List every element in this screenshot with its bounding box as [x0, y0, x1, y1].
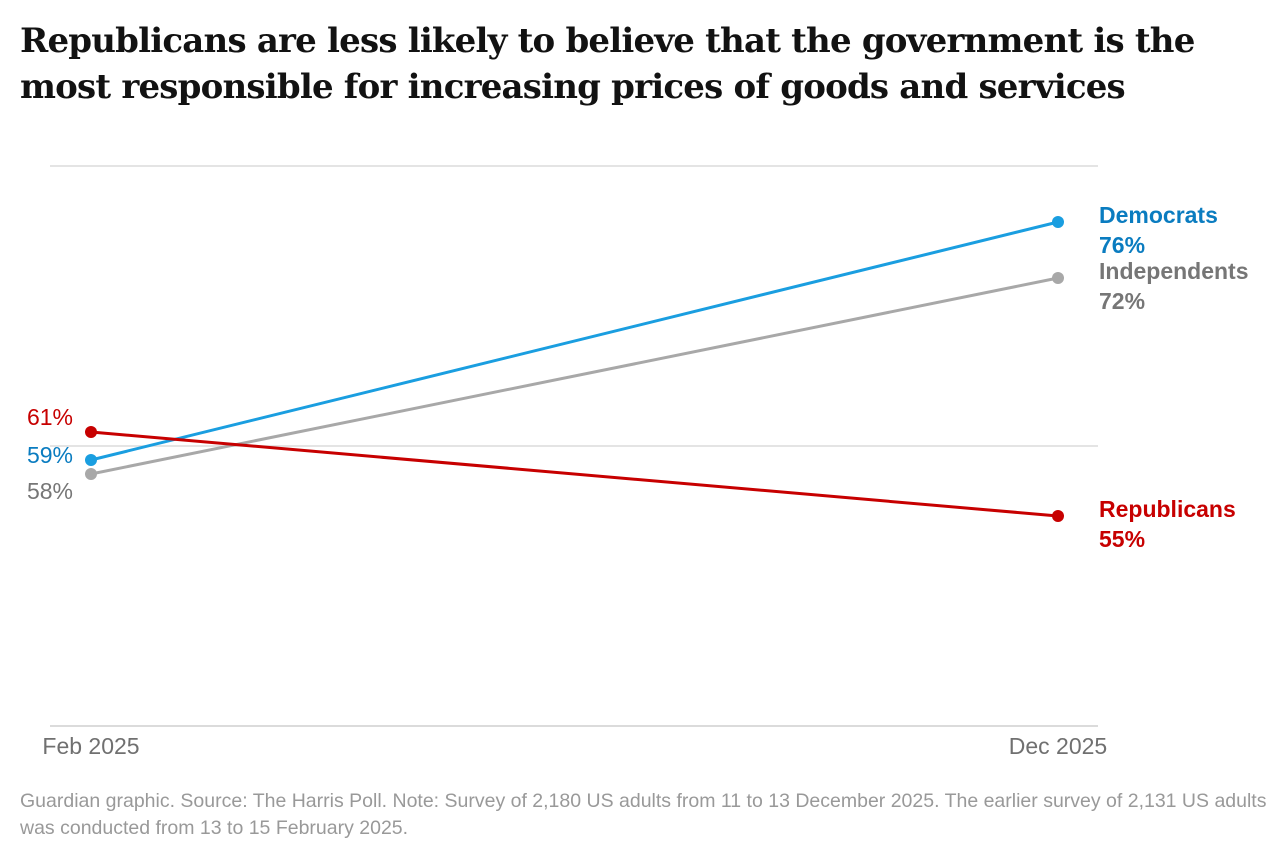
- series-line-democrats: [90, 220, 1059, 462]
- series-name-label: Democrats: [1099, 202, 1218, 228]
- data-point-democrats: [85, 454, 97, 466]
- x-tick-label: Dec 2025: [1009, 733, 1107, 759]
- start-value-label: 58%: [27, 478, 73, 504]
- start-value-label: 61%: [27, 404, 73, 430]
- start-value-label: 59%: [27, 442, 73, 468]
- end-value-label: 55%: [1099, 526, 1145, 552]
- series-line-independents: [90, 276, 1059, 476]
- data-point-republicans: [1052, 510, 1064, 522]
- series-name-label: Independents: [1099, 258, 1249, 284]
- end-value-label: 76%: [1099, 232, 1145, 258]
- x-tick-label: Feb 2025: [42, 733, 139, 759]
- end-value-label: 72%: [1099, 288, 1145, 314]
- data-point-democrats: [1052, 216, 1064, 228]
- data-point-republicans: [85, 426, 97, 438]
- chart-footnote: Guardian graphic. Source: The Harris Pol…: [20, 790, 1267, 839]
- data-point-independents: [85, 468, 97, 480]
- series-line-republicans: [90, 430, 1059, 518]
- series-name-label: Republicans: [1099, 496, 1236, 522]
- data-point-independents: [1052, 272, 1064, 284]
- line-chart: Feb 2025 Dec 2025 59% Democrats 76% 58% Indepe…: [27, 165, 1249, 759]
- chart-title: Republicans are less likely to believe t…: [20, 21, 1195, 107]
